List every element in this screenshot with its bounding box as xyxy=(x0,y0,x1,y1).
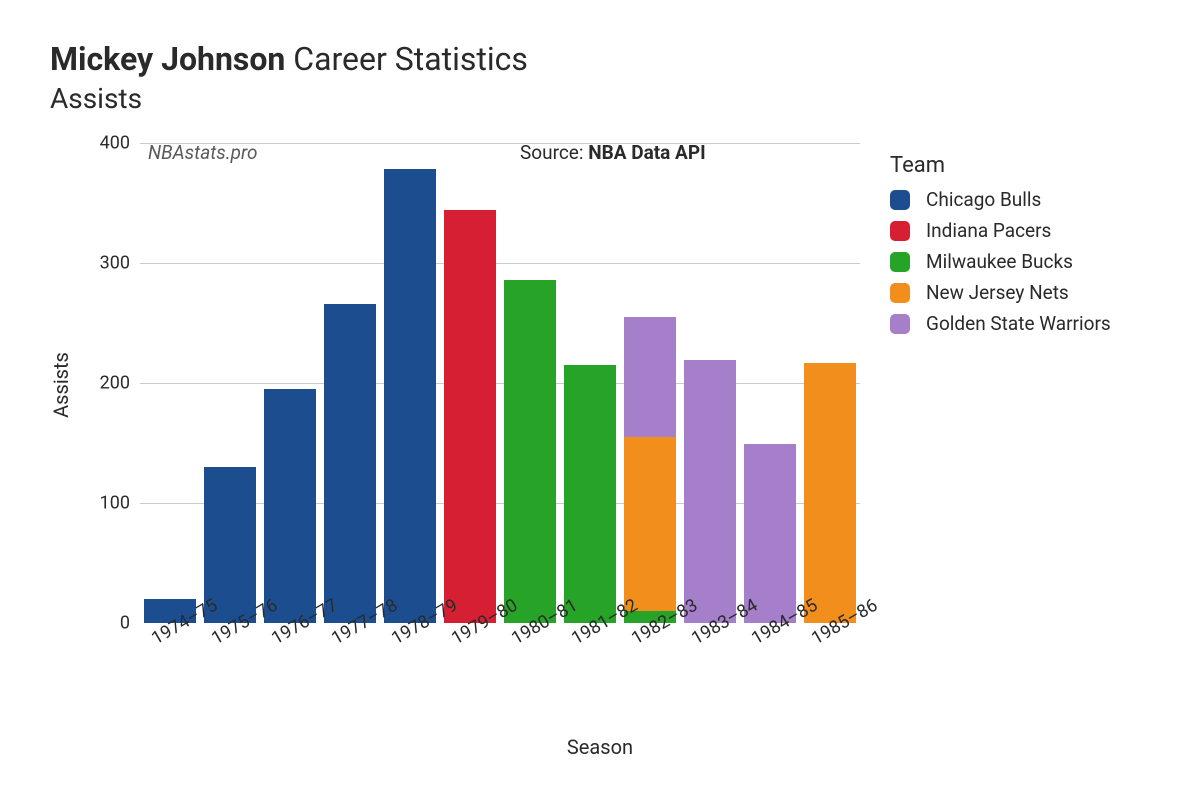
bar-segment xyxy=(504,280,556,623)
legend-swatch xyxy=(890,314,910,334)
y-tick-label: 200 xyxy=(100,373,130,394)
bar xyxy=(564,143,616,623)
legend-item: Chicago Bulls xyxy=(890,188,1111,211)
bar xyxy=(444,143,496,623)
bar xyxy=(144,143,196,623)
bar-segment xyxy=(624,437,676,611)
source-name: NBA Data API xyxy=(588,141,705,164)
legend-label: Golden State Warriors xyxy=(926,312,1111,335)
legend-swatch xyxy=(890,221,910,241)
source-attribution: Source: NBA Data API xyxy=(520,141,706,164)
bar-segment xyxy=(324,304,376,623)
bar-segment xyxy=(684,360,736,623)
watermark-text: NBAstats.pro xyxy=(148,141,258,164)
bar-segment xyxy=(624,317,676,437)
legend-label: Milwaukee Bucks xyxy=(926,250,1073,273)
legend-item: Milwaukee Bucks xyxy=(890,250,1111,273)
y-tick-label: 300 xyxy=(100,253,130,274)
bars-group xyxy=(140,143,860,623)
legend-item: New Jersey Nets xyxy=(890,281,1111,304)
y-tick-label: 100 xyxy=(100,493,130,514)
legend-swatch xyxy=(890,283,910,303)
chart-area: Assists NBAstats.pro Source: NBA Data AP… xyxy=(50,133,1150,753)
bar-segment xyxy=(444,210,496,623)
bar xyxy=(504,143,556,623)
chart-container: Mickey Johnson Career Statistics Assists… xyxy=(0,0,1200,800)
legend-title: Team xyxy=(890,153,1111,178)
legend-swatch xyxy=(890,252,910,272)
chart-subtitle: Assists xyxy=(50,82,1150,115)
legend-item: Indiana Pacers xyxy=(890,219,1111,242)
bar xyxy=(324,143,376,623)
legend-swatch xyxy=(890,190,910,210)
legend-label: New Jersey Nets xyxy=(926,281,1069,304)
bar xyxy=(684,143,736,623)
legend-label: Indiana Pacers xyxy=(926,219,1051,242)
title-player-name: Mickey Johnson xyxy=(50,40,285,78)
bar-segment xyxy=(384,169,436,623)
bar-segment xyxy=(264,389,316,623)
bar xyxy=(804,143,856,623)
chart-title: Mickey Johnson Career Statistics xyxy=(50,40,1150,78)
bar xyxy=(384,143,436,623)
bar xyxy=(744,143,796,623)
legend-item: Golden State Warriors xyxy=(890,312,1111,335)
x-axis-label: Season xyxy=(567,735,633,759)
bar-segment xyxy=(804,363,856,623)
source-label: Source: xyxy=(520,141,588,164)
y-tick-label: 0 xyxy=(120,613,130,634)
title-suffix: Career Statistics xyxy=(285,40,528,78)
plot-area: NBAstats.pro Source: NBA Data API 010020… xyxy=(140,143,860,623)
legend: Team Chicago Bulls Indiana Pacers Milwauke… xyxy=(890,153,1111,343)
legend-label: Chicago Bulls xyxy=(926,188,1041,211)
bar xyxy=(264,143,316,623)
y-tick-label: 400 xyxy=(100,133,130,154)
bar xyxy=(204,143,256,623)
bar xyxy=(624,143,676,623)
bar-segment xyxy=(564,365,616,623)
y-axis-label: Assists xyxy=(49,352,73,418)
